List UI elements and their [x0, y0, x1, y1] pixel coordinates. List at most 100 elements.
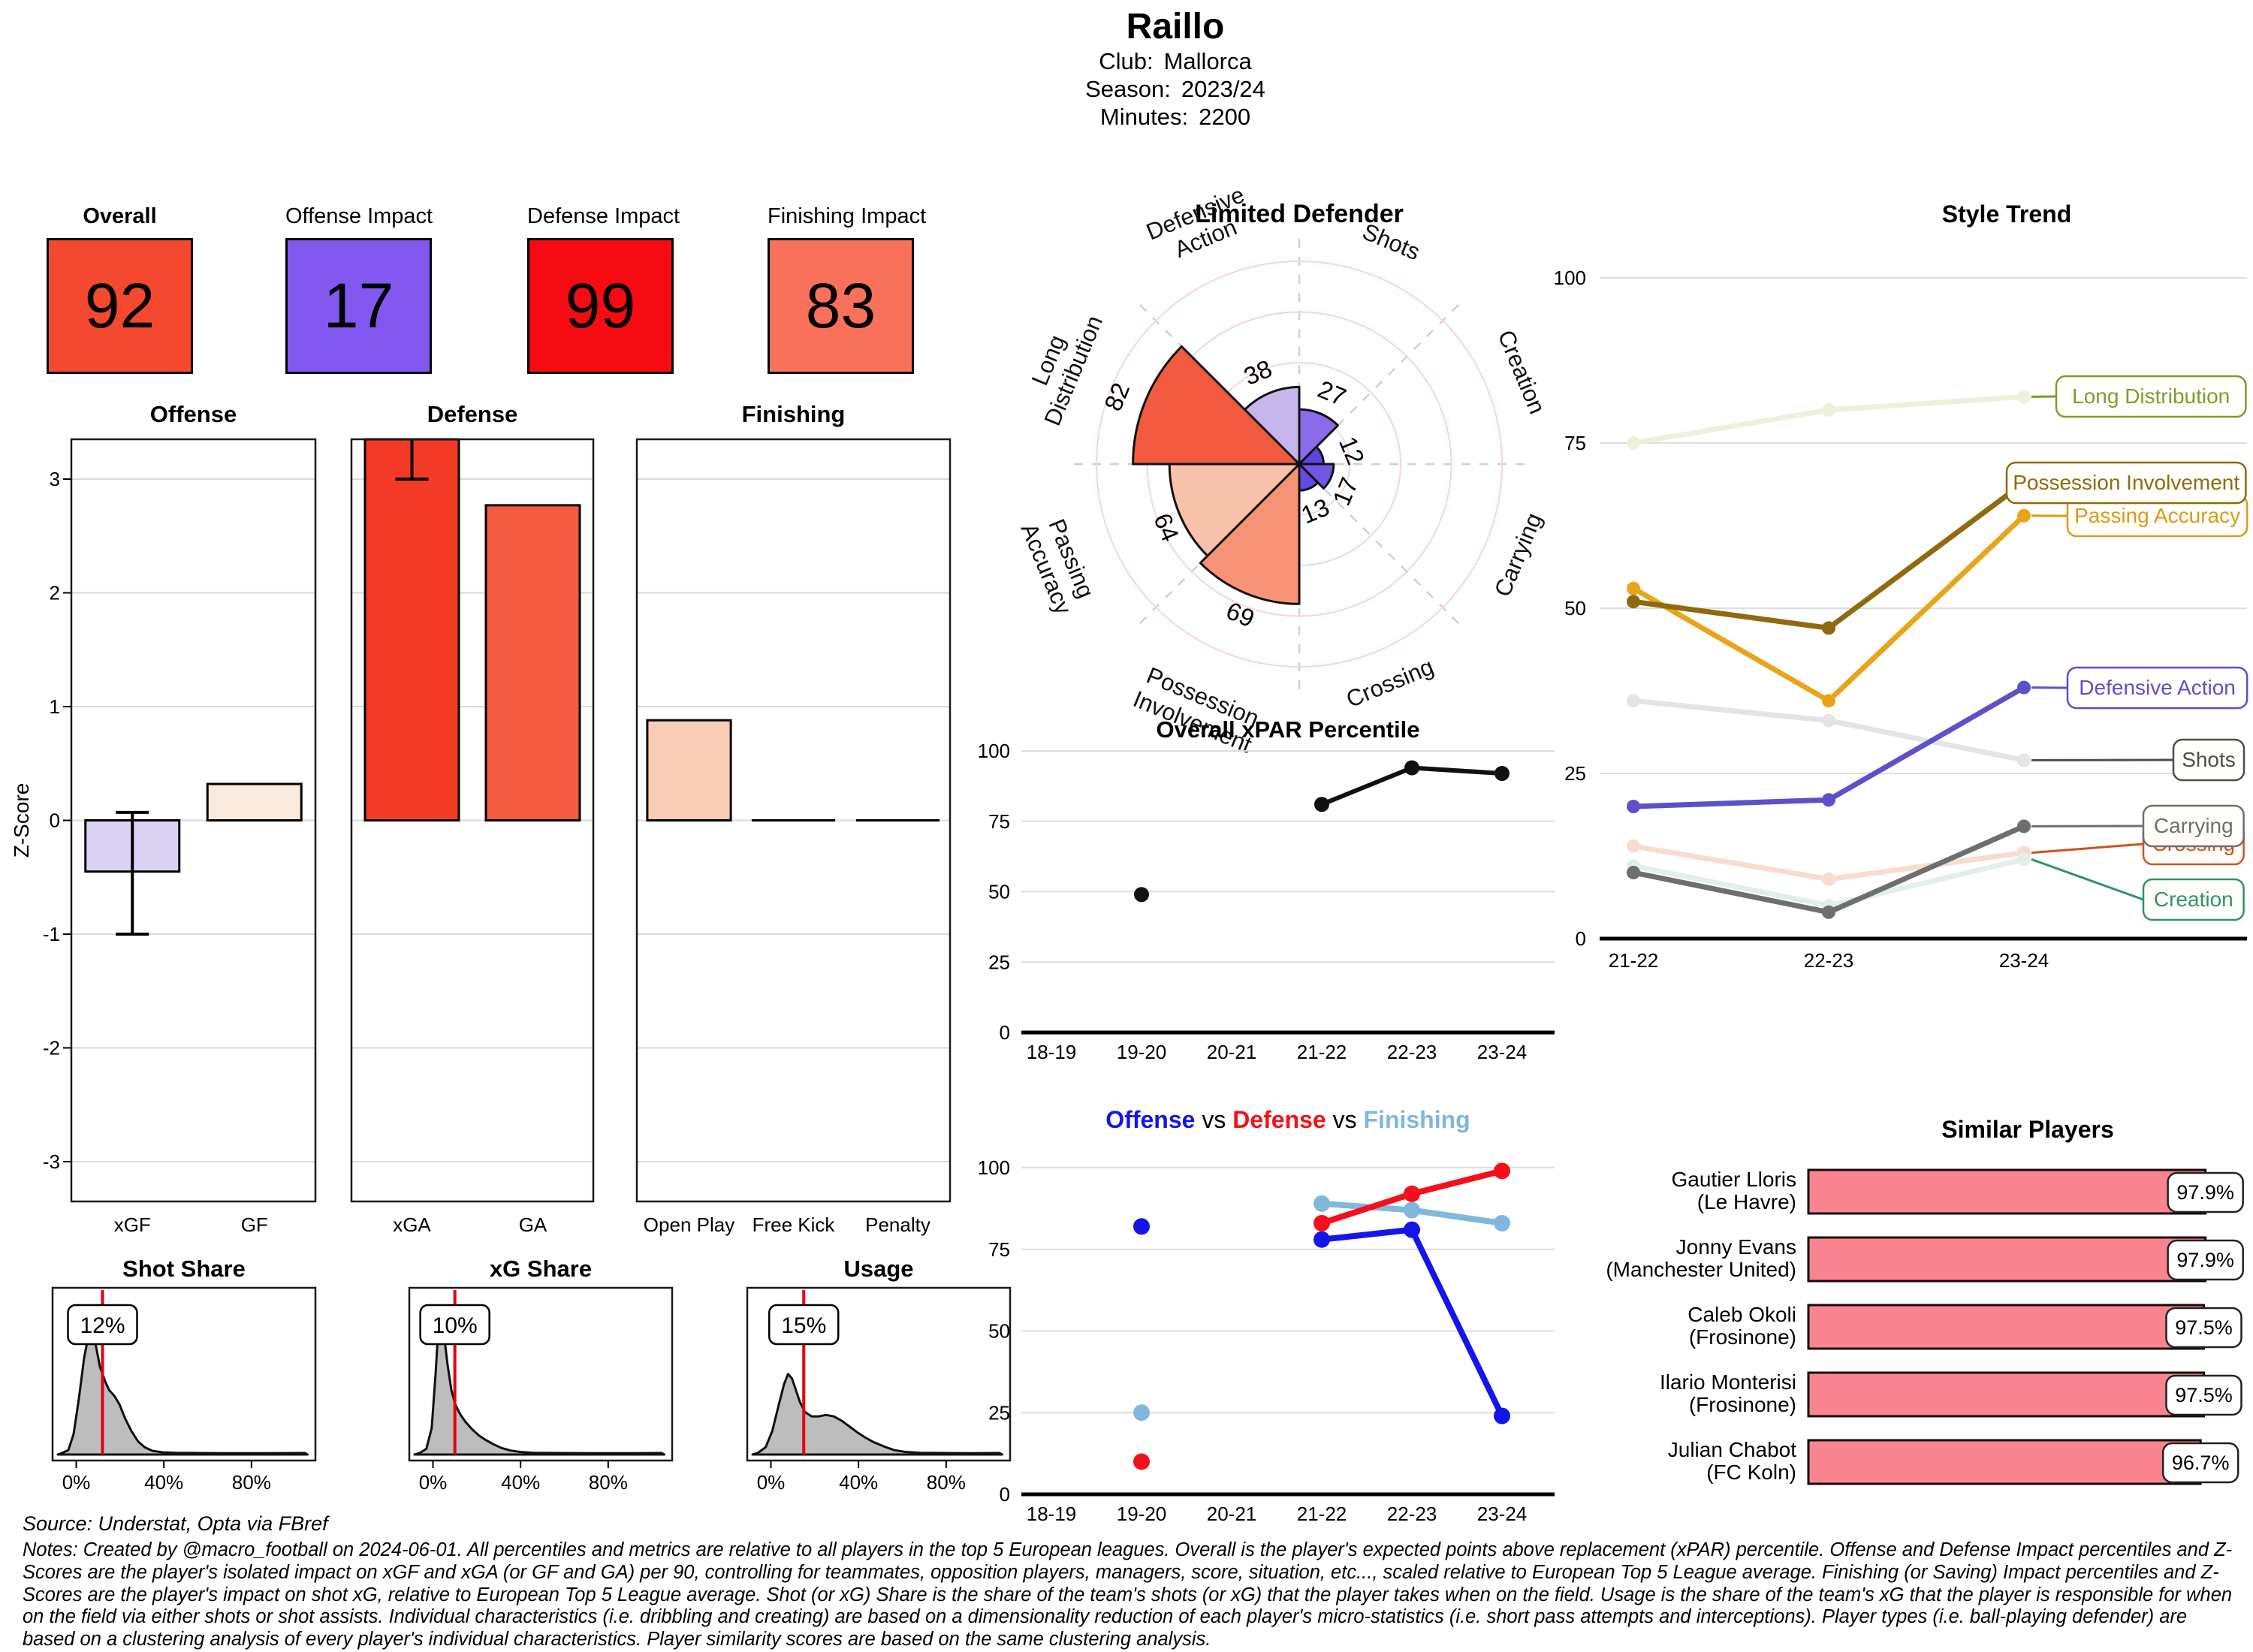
svg-text:Passing Accuracy: Passing Accuracy: [2074, 504, 2240, 527]
svg-text:Style Trend: Style Trend: [1942, 200, 2072, 228]
zscore-panel-offense: Offense xGF GF: [70, 401, 317, 1236]
trend-label-possession-involvement: [2005, 461, 2247, 505]
density-curve: [751, 1373, 1003, 1456]
svg-text:22-23: 22-23: [1387, 1041, 1437, 1063]
svg-text:18-19: 18-19: [1027, 1503, 1077, 1525]
impact-card-offense-box: 17: [285, 238, 432, 374]
svg-text:17: 17: [1327, 473, 1363, 509]
svg-text:Possession Involvement: Possession Involvement: [2013, 471, 2239, 494]
impact-card-overall-value: 92: [84, 270, 155, 341]
svg-text:38: 38: [1240, 354, 1276, 390]
style-trend-chart: Style Trend 100 75 50 25 0 21-22 22-23 23-24 Long…: [1554, 200, 2248, 972]
impact-card-finishing-label: Finishing Impact: [768, 204, 927, 228]
svg-text:18-19: 18-19: [1027, 1041, 1077, 1063]
svg-text:-1: -1: [43, 923, 60, 945]
svg-text:12%: 12%: [80, 1313, 125, 1338]
svg-text:Similar Players: Similar Players: [1941, 1116, 2113, 1143]
bar-Open Play: [646, 719, 732, 822]
svg-text:Gautier Lloris: Gautier Lloris: [1671, 1168, 1796, 1191]
svg-text:1: 1: [50, 695, 60, 718]
svg-text:Shot Share: Shot Share: [122, 1256, 246, 1282]
minutes-value: 2200: [1199, 104, 1251, 130]
player-club-line: Club: Mallorca: [1085, 47, 1265, 75]
svg-text:(Le Havre): (Le Havre): [1697, 1190, 1796, 1213]
impact-card-overall: Overall 92: [47, 204, 193, 374]
svg-text:Overall xPAR Percentile: Overall xPAR Percentile: [1157, 716, 1420, 743]
season-value: 2023/24: [1181, 76, 1265, 102]
svg-text:20-21: 20-21: [1207, 1041, 1257, 1063]
svg-text:50: 50: [988, 881, 1010, 903]
svg-text:19-20: 19-20: [1117, 1041, 1167, 1063]
similarity-value-box: [2161, 1442, 2239, 1484]
svg-text:22-23: 22-23: [1387, 1503, 1437, 1525]
svg-text:xG Share: xG Share: [490, 1256, 592, 1282]
source-note: Source: Understat, Opta via FBref: [23, 1512, 328, 1535]
impact-card-finishing: Finishing Impact 83: [768, 204, 927, 374]
similar-player-row: Julian Chabot(FC Koln) 96.7%: [1668, 1438, 2239, 1485]
svg-text:(Frosinone): (Frosinone): [1689, 1325, 1796, 1349]
trend-label-defensive-action: [2066, 666, 2248, 710]
impact-card-offense-label: Offense Impact: [285, 204, 433, 228]
svg-text:100: 100: [978, 740, 1010, 762]
svg-text:Penalty: Penalty: [865, 1213, 930, 1236]
svg-text:Finishing: Finishing: [742, 401, 846, 427]
svg-text:-3: -3: [43, 1150, 60, 1173]
svg-text:GF: GF: [241, 1213, 268, 1236]
zscore-panel-defense: Defense xGA GA: [350, 401, 595, 1236]
svg-text:19-20: 19-20: [1117, 1503, 1167, 1525]
impact-card-overall-box: 92: [47, 238, 193, 374]
svg-text:(Frosinone): (Frosinone): [1689, 1393, 1796, 1416]
radar-axis-label: Crossing: [1343, 653, 1437, 713]
impact-card-finishing-box: 83: [768, 238, 914, 374]
svg-text:0%: 0%: [757, 1471, 786, 1494]
svg-text:Z-Score: Z-Score: [10, 783, 33, 858]
impact-card-defense-box: 99: [527, 238, 674, 374]
impact-card-defense: Defense Impact 99: [527, 204, 680, 374]
svg-text:Julian Chabot: Julian Chabot: [1668, 1438, 1796, 1461]
svg-text:97.5%: 97.5%: [2175, 1384, 2233, 1406]
similarity-bar: [1807, 1439, 2202, 1485]
svg-text:75: 75: [988, 810, 1010, 833]
svg-text:0: 0: [1576, 927, 1586, 950]
svg-text:0%: 0%: [419, 1471, 448, 1494]
radar-axis-label: Creation: [1493, 327, 1551, 418]
svg-text:Free Kick: Free Kick: [753, 1213, 836, 1236]
svg-text:-2: -2: [43, 1036, 60, 1059]
svg-text:21-22: 21-22: [1609, 949, 1659, 972]
similarity-value-box: [2165, 1374, 2242, 1416]
svg-text:3: 3: [50, 468, 60, 490]
svg-text:25: 25: [1564, 762, 1586, 785]
radar-axis-label: Carrying: [1489, 509, 1547, 601]
odf-chart: Offense vs Defense vs Finishing 100 75 50 25…: [978, 1106, 1555, 1525]
footnotes: Notes: Created by @macro_football on 202…: [23, 1539, 2233, 1650]
share-panel-1: xG Share 10% 0% 40% 80%: [408, 1256, 674, 1494]
svg-text:23-24: 23-24: [1477, 1503, 1528, 1525]
impact-card-offense-value: 17: [323, 270, 394, 341]
bar-GA: [484, 504, 581, 821]
share-value-box: [768, 1304, 840, 1346]
svg-text:Creation: Creation: [2154, 888, 2233, 911]
trend-label-shots: [2172, 738, 2245, 782]
similarity-bar: [1807, 1236, 2207, 1283]
trend-label-creation: [2142, 878, 2245, 921]
svg-text:0: 0: [1000, 1483, 1010, 1506]
svg-text:40%: 40%: [144, 1471, 183, 1494]
svg-text:Carrying: Carrying: [2154, 814, 2233, 837]
trend-label-long-distribution: [2055, 375, 2247, 418]
impact-card-offense: Offense Impact 17: [285, 204, 433, 374]
svg-text:40%: 40%: [839, 1471, 878, 1494]
radar-wedge-3: [1298, 463, 1335, 490]
svg-text:Usage: Usage: [843, 1256, 913, 1282]
svg-text:Shots: Shots: [2182, 748, 2236, 771]
bar-xGA: [363, 438, 460, 821]
svg-text:Defensive Action: Defensive Action: [2079, 676, 2236, 699]
svg-text:Limited Defender: Limited Defender: [1195, 200, 1404, 228]
svg-text:2: 2: [50, 582, 60, 604]
similar-player-row: Gautier Lloris(Le Havre) 97.9%: [1671, 1168, 2244, 1215]
similarity-value-box: [2167, 1171, 2244, 1213]
season-label: Season:: [1085, 76, 1171, 102]
svg-text:50: 50: [988, 1320, 1010, 1343]
svg-text:25: 25: [988, 951, 1010, 973]
svg-text:10%: 10%: [433, 1313, 478, 1338]
similar-player-row: Caleb Okoli(Frosinone) 97.5%: [1687, 1303, 2242, 1350]
